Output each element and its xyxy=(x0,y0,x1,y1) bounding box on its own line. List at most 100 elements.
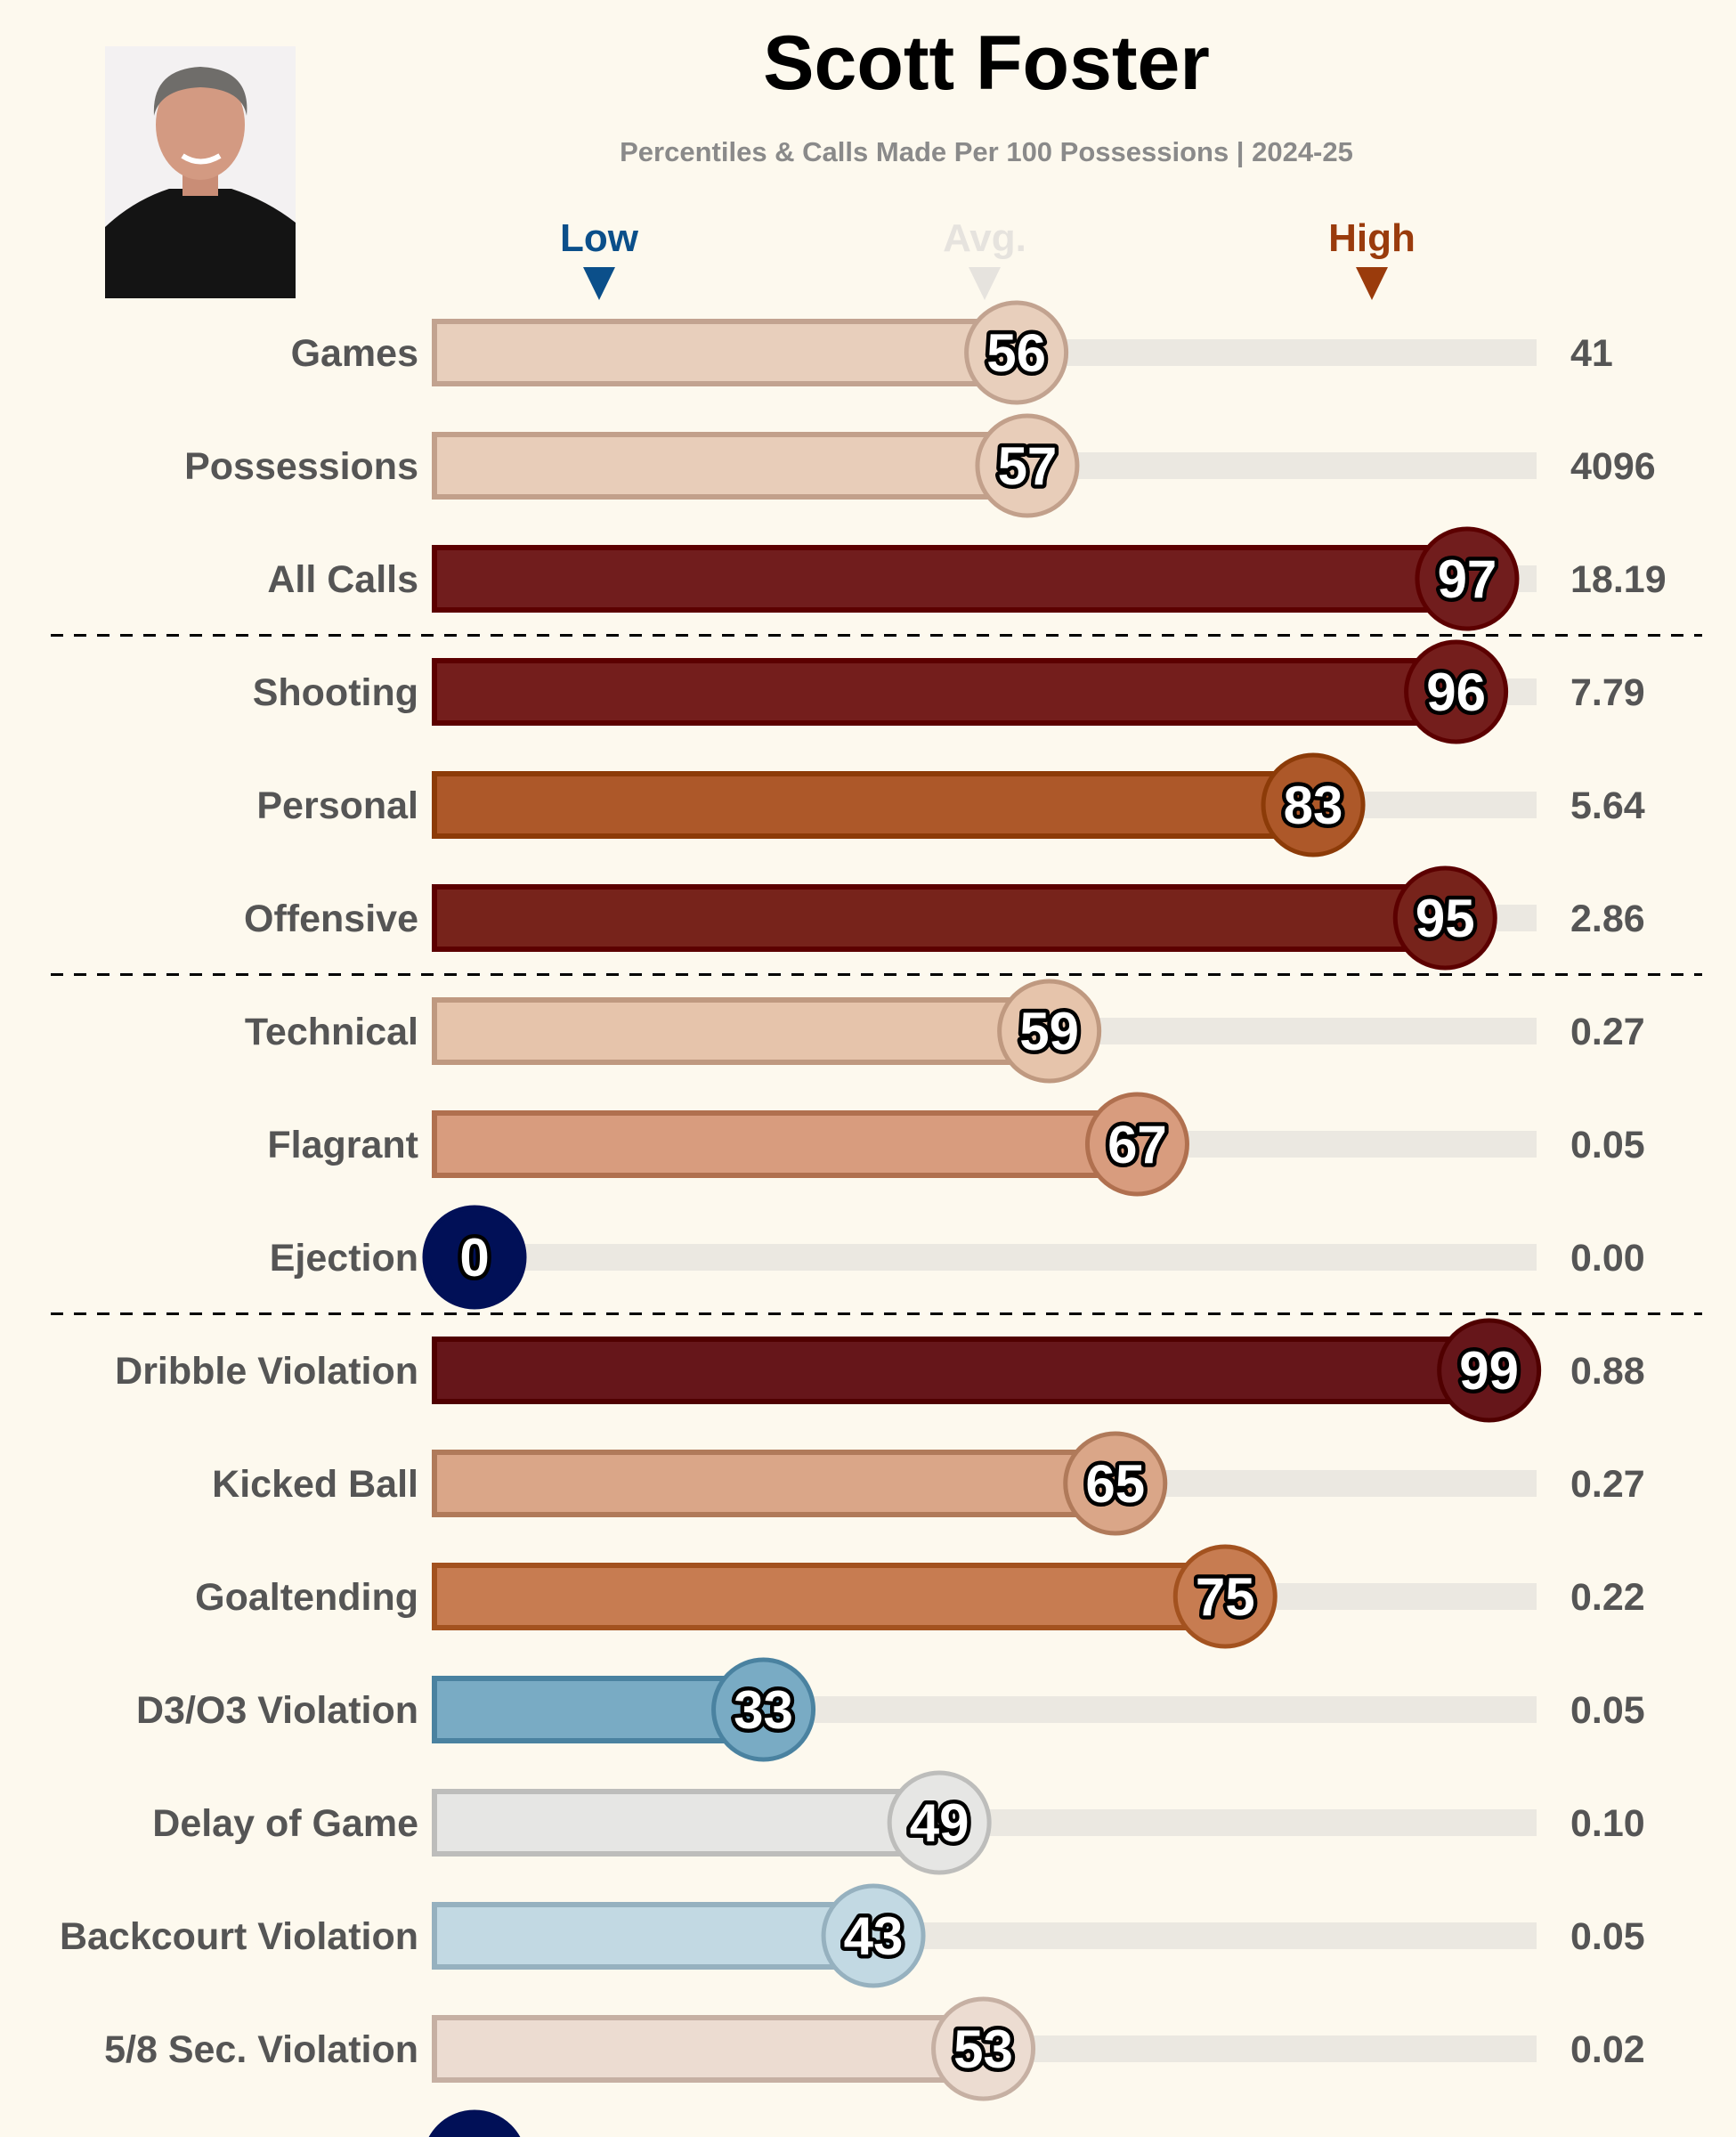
chart-rows: Games 56 41 Possessions 57 4096 All Calls 97 18.… xyxy=(51,300,1702,2137)
row-value: 0.88 xyxy=(1570,1350,1645,1393)
chart-row: Shooting 96 7.79 xyxy=(253,639,1645,744)
percentile-marker xyxy=(1437,1318,1542,1423)
percentile-marker xyxy=(1084,1092,1189,1197)
percentile-label: 0 xyxy=(459,2133,489,2137)
row-label: Goaltending xyxy=(195,1576,418,1619)
chart-row: 5/8 Sec. Violation 53 0.02 xyxy=(104,1996,1645,2101)
row-value: 0.27 xyxy=(1570,1011,1645,1053)
percentile-label: 96 xyxy=(1426,662,1486,722)
percentile-label: 83 xyxy=(1284,776,1343,835)
row-label: Games xyxy=(291,332,418,375)
row-label: Technical xyxy=(245,1011,418,1053)
row-value: 41 xyxy=(1570,332,1613,375)
percentile-label: 49 xyxy=(910,1793,969,1853)
percentile-marker xyxy=(931,1996,1036,2101)
legend: Low Avg. High xyxy=(560,216,1416,300)
percentile-label: 59 xyxy=(1019,1002,1079,1061)
chart-row: Personal 83 5.64 xyxy=(256,752,1645,857)
percentile-marker xyxy=(1261,752,1366,857)
percentile-label: 67 xyxy=(1107,1115,1167,1174)
row-label: Offensive xyxy=(244,898,418,940)
chart-row: Ejection 0 0.00 xyxy=(270,1205,1645,1310)
percentile-bar xyxy=(432,1450,1118,1517)
legend-low-label: Low xyxy=(560,216,639,260)
percentile-bar xyxy=(432,432,1030,500)
row-value: 0.02 xyxy=(1570,2028,1645,2071)
percentile-bar xyxy=(432,884,1448,952)
percentile-bar xyxy=(432,1902,877,1970)
row-label: Ejection xyxy=(270,1237,418,1280)
percentile-bar xyxy=(432,1789,943,1857)
percentile-label: 0 xyxy=(459,1228,489,1288)
percentile-label: 75 xyxy=(1196,1567,1255,1627)
row-label: All Calls xyxy=(267,558,418,601)
percentile-label: 97 xyxy=(1438,549,1497,609)
percentile-marker xyxy=(1392,865,1497,971)
row-label: Possessions xyxy=(184,445,418,488)
percentile-marker xyxy=(1172,1544,1278,1649)
row-label: 5/8 Sec. Violation xyxy=(104,2028,418,2071)
row-value: 0.05 xyxy=(1570,1689,1645,1732)
chart-row: D3/O3 Violation 33 0.05 xyxy=(136,1657,1645,1762)
percentile-bar xyxy=(432,545,1470,613)
percentile-marker xyxy=(428,2109,521,2137)
row-value: 2.86 xyxy=(1570,898,1645,940)
row-value: 18.19 xyxy=(1570,558,1667,601)
percentile-label: 56 xyxy=(986,323,1046,383)
row-value: 0.00 xyxy=(1570,1237,1645,1280)
chart-row: Offensive 95 2.86 xyxy=(244,865,1645,971)
percentile-label: 57 xyxy=(998,436,1058,496)
row-label: Shooting xyxy=(253,671,418,714)
row-value: 7.79 xyxy=(1570,671,1645,714)
percentile-bar xyxy=(432,658,1459,726)
chart-row: Backcourt Violation 43 0.05 xyxy=(60,1883,1645,1988)
row-value: 0.27 xyxy=(1570,1463,1645,1506)
page-title: Scott Foster xyxy=(763,20,1210,106)
percentile-marker xyxy=(1415,526,1520,631)
percentile-marker xyxy=(975,413,1080,518)
percentile-bar xyxy=(432,319,1019,386)
row-label: Flagrant xyxy=(267,1124,418,1166)
percentile-marker xyxy=(1063,1431,1168,1536)
row-label: D3/O3 Violation xyxy=(136,1689,418,1732)
percentile-label: 95 xyxy=(1416,889,1475,948)
percentile-label: 33 xyxy=(734,1680,793,1740)
row-value: 0.05 xyxy=(1570,1124,1645,1166)
row-label: Backcourt Violation xyxy=(60,1915,418,1958)
legend-avg-arrow-icon xyxy=(969,267,1001,300)
legend-high-label: High xyxy=(1328,216,1416,260)
row-value: 5.64 xyxy=(1570,784,1645,827)
percentile-bar xyxy=(432,997,1052,1065)
chart-row: Dribble Violation 99 0.88 xyxy=(115,1318,1645,1423)
legend-high-arrow-icon xyxy=(1356,267,1388,300)
percentile-label: 43 xyxy=(844,1906,904,1966)
percentile-bar xyxy=(432,1563,1229,1630)
row-value: 0.10 xyxy=(1570,1802,1645,1845)
legend-low-arrow-icon xyxy=(583,267,615,300)
percentile-marker xyxy=(711,1657,816,1762)
percentile-bar xyxy=(432,1676,767,1743)
percentile-label: 99 xyxy=(1459,1341,1519,1401)
chart-row: All Calls 97 18.19 xyxy=(267,526,1667,631)
chart-row: Flagrant 67 0.05 xyxy=(267,1092,1645,1197)
percentile-bar xyxy=(432,2015,986,2083)
row-value: 0.22 xyxy=(1570,1576,1645,1619)
percentile-bar xyxy=(432,771,1317,839)
percentile-marker xyxy=(887,1770,992,1875)
percentile-label: 65 xyxy=(1085,1454,1145,1514)
percentile-marker xyxy=(422,1205,527,1310)
percentile-marker xyxy=(997,979,1102,1084)
percentile-marker xyxy=(1404,639,1509,744)
legend-avg-label: Avg. xyxy=(943,216,1026,260)
bar-track xyxy=(432,1244,1537,1271)
row-value: 4096 xyxy=(1570,445,1656,488)
row-label: Delay of Game xyxy=(152,1802,418,1845)
percentile-marker xyxy=(964,300,1069,405)
chart-row: Jump/Lane Violation00.00 xyxy=(428,2109,521,2137)
referee-photo xyxy=(105,46,296,298)
chart-row: Possessions 57 4096 xyxy=(184,413,1656,518)
percentile-bar xyxy=(432,1110,1140,1178)
row-value: 0.05 xyxy=(1570,1915,1645,1958)
subtitle: Percentiles & Calls Made Per 100 Possess… xyxy=(620,136,1353,167)
